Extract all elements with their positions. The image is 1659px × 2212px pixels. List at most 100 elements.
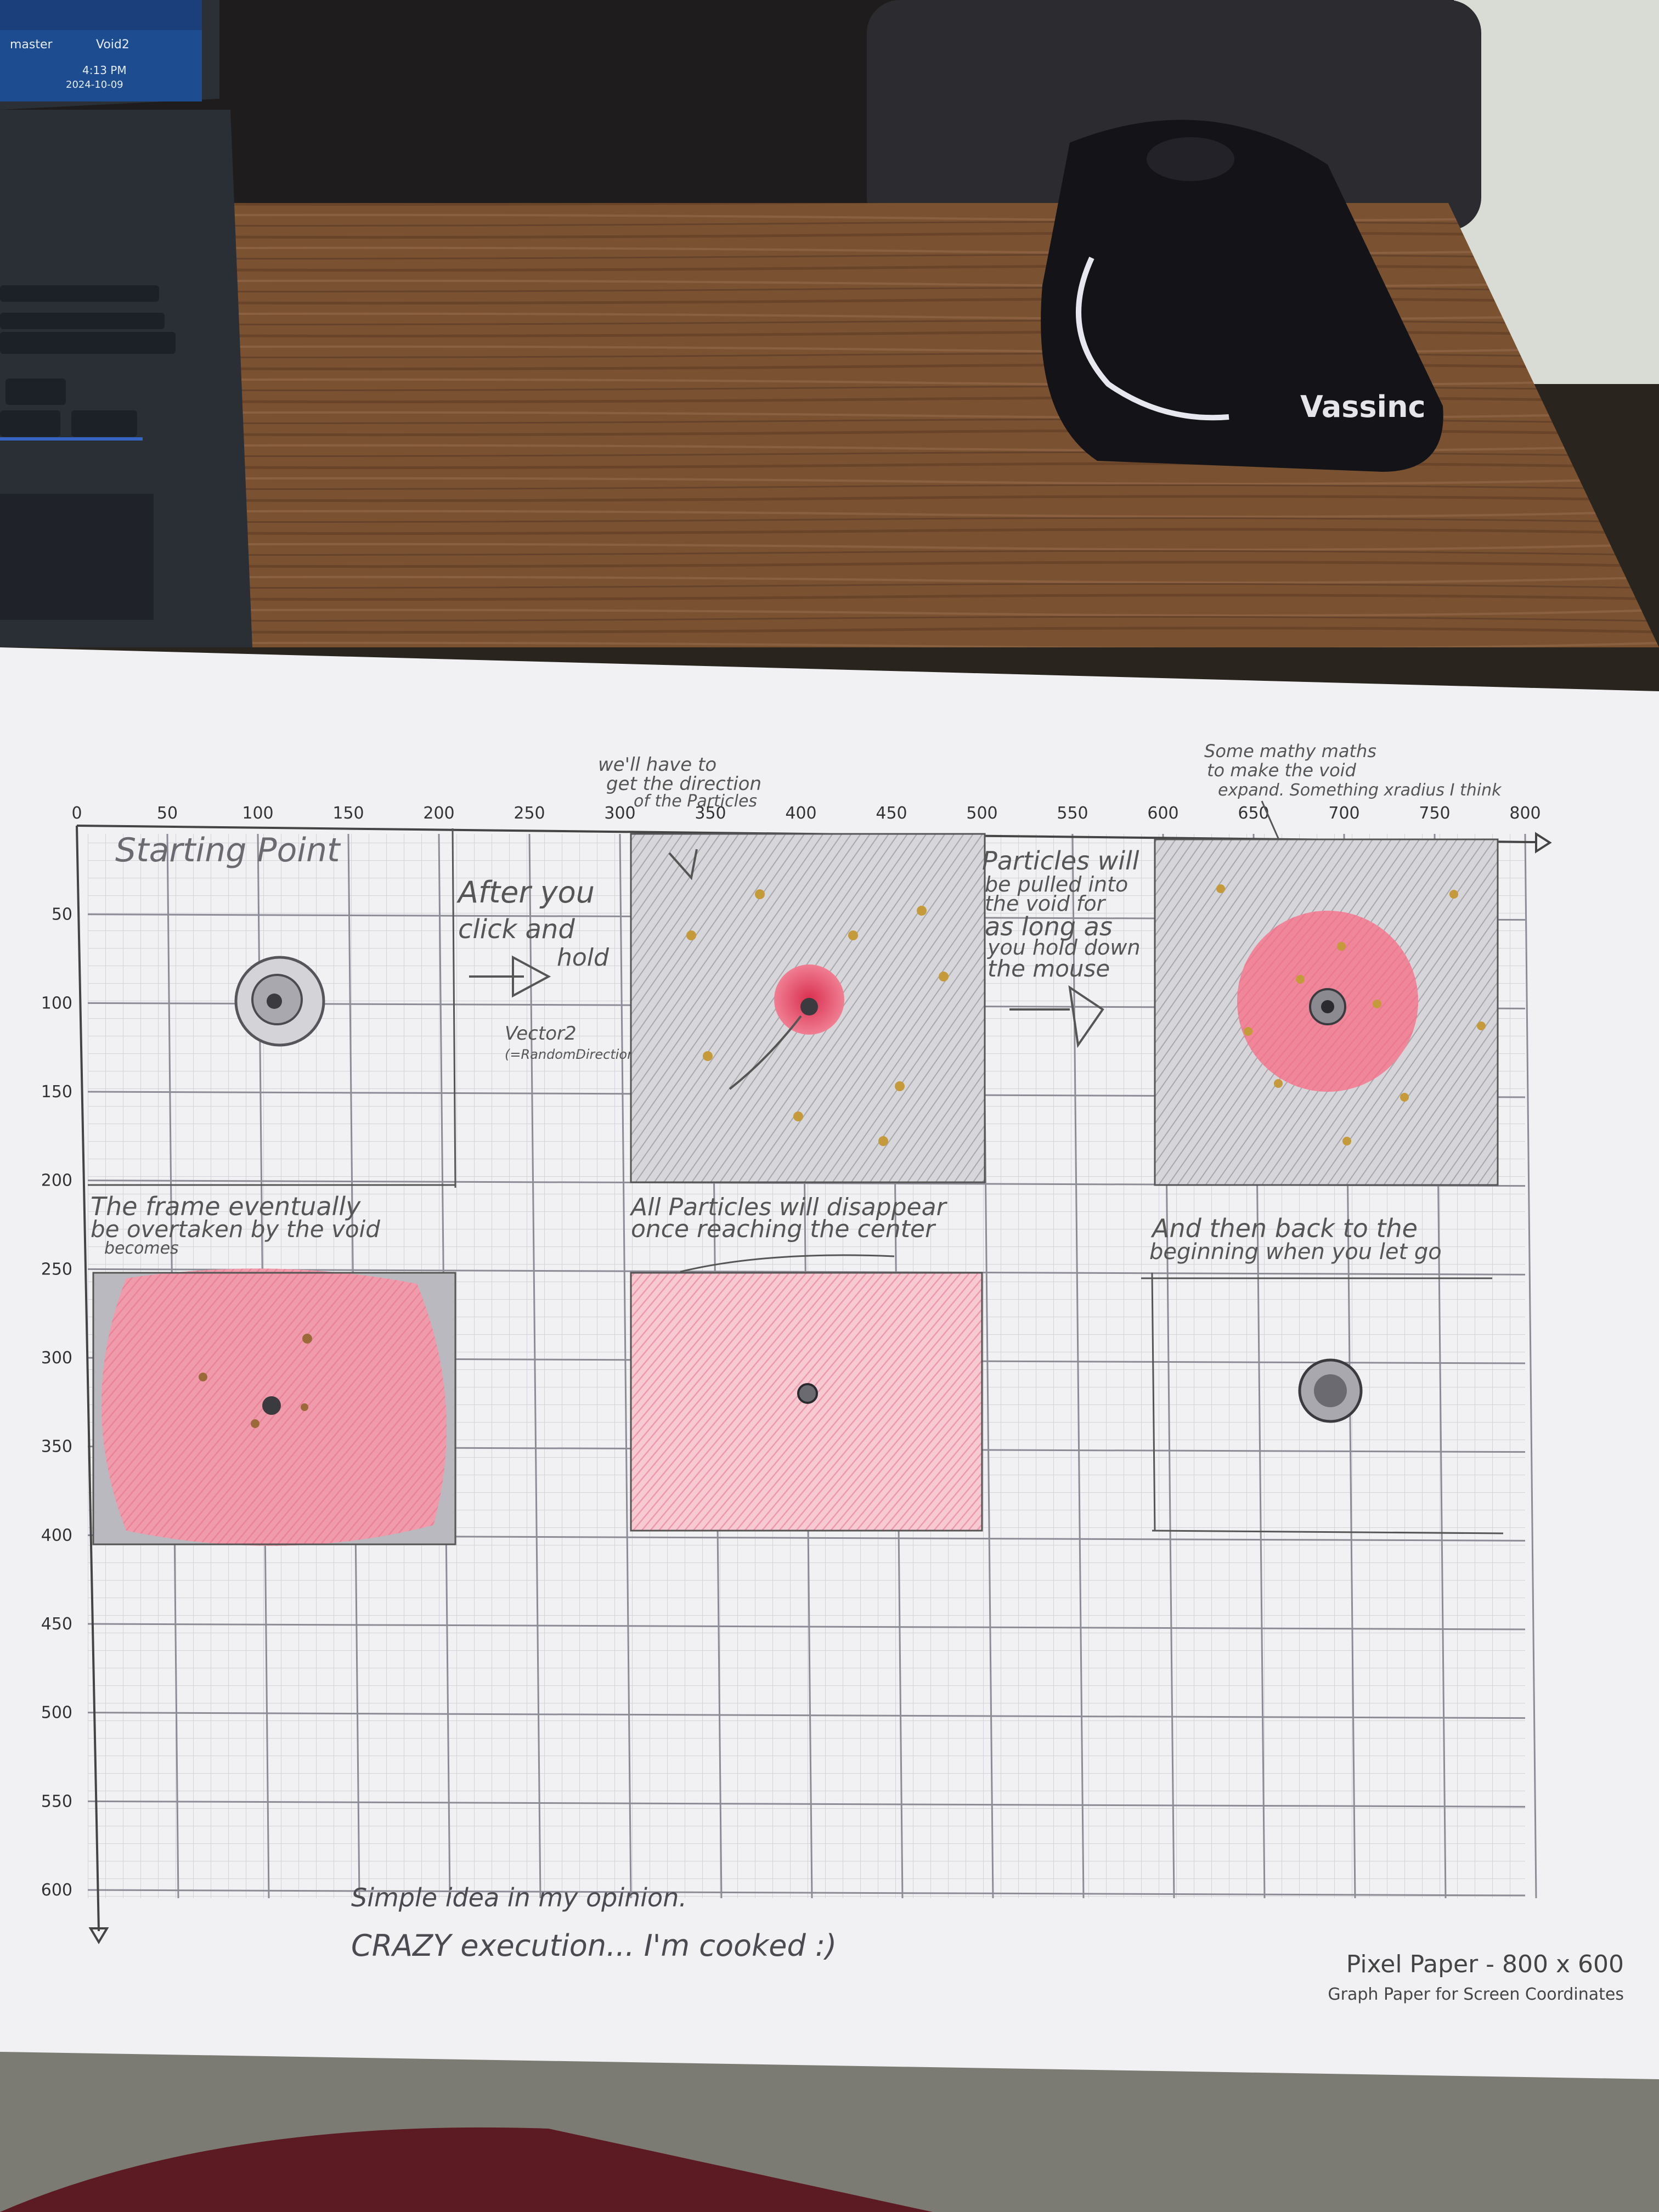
- arrow-right-key: [71, 410, 137, 437]
- svg-text:All Particles will disappear: All Particles will disappear: [629, 1193, 948, 1221]
- x-tick-label: 50: [157, 804, 178, 823]
- y-tick-label: 500: [41, 1703, 72, 1723]
- particle-dot: [1477, 1022, 1486, 1030]
- svg-text:be overtaken by the void: be overtaken by the void: [91, 1216, 380, 1243]
- particle-dot: [1296, 975, 1305, 984]
- clock-time: 4:13 PM: [82, 64, 127, 77]
- y-tick-label: 100: [41, 994, 72, 1013]
- svg-text:we'll have to: we'll have to: [598, 754, 716, 776]
- mouse-light-strip: [1076, 256, 1229, 421]
- footer-subtitle: Graph Paper for Screen Coordinates: [1328, 1985, 1624, 2004]
- grid-line: [1071, 833, 1085, 1899]
- grid-line: [87, 1889, 1526, 1897]
- particle-dot: [917, 906, 927, 916]
- svg-text:as long as: as long as: [985, 912, 1113, 941]
- panel-particles-pulled: [630, 833, 986, 1183]
- y-tick-label: 200: [41, 1171, 72, 1190]
- x-tick-label: 800: [1509, 804, 1541, 823]
- x-tick-label: 150: [332, 804, 364, 823]
- x-tick-label: 750: [1419, 804, 1450, 823]
- svg-text:And then back to the: And then back to the: [1150, 1214, 1418, 1243]
- arrow-right-icon: [1009, 985, 1104, 1048]
- note-back-to-beginning: And then back to the beginning when you …: [1141, 1214, 1492, 1279]
- y-tick-label: 150: [41, 1082, 72, 1102]
- note-after-click: After you click and hold Vector2 (=Rando…: [456, 875, 635, 1062]
- x-tick-label: 600: [1147, 804, 1178, 823]
- svg-text:get the direction: get the direction: [606, 773, 761, 795]
- svg-text:of the Particles: of the Particles: [634, 792, 757, 811]
- project-label[interactable]: Void2: [96, 38, 129, 52]
- x-tick-label: 250: [514, 804, 545, 823]
- svg-text:once reaching the center: once reaching the center: [631, 1215, 936, 1243]
- panel-void-expanding: [1154, 838, 1499, 1186]
- major-grid-lines: [87, 833, 1537, 1899]
- particle-dot: [878, 1136, 888, 1146]
- particle-dot: [1244, 1027, 1252, 1036]
- y-tick-label: 400: [41, 1526, 72, 1545]
- particles: [686, 889, 949, 1146]
- note-direction: we'll have to get the direction of the P…: [598, 754, 761, 811]
- y-tick-label: 600: [41, 1881, 72, 1900]
- panel-starting-point: Starting Point: [88, 828, 456, 1188]
- x-axis-tick-labels: 0 50 100 150 200 250 300 350 400 450 500 550 600 650 7…: [71, 804, 1541, 823]
- particles: [1216, 884, 1486, 1146]
- x-tick-label: 500: [966, 804, 997, 823]
- particle-dot: [1337, 942, 1346, 951]
- svg-text:expand. Something xradius I th: expand. Something xradius I think: [1218, 781, 1502, 800]
- x-tick-label: 450: [876, 804, 907, 823]
- y-tick-label: 450: [41, 1615, 72, 1634]
- x-axis-arrow: [1535, 832, 1552, 854]
- void-circle: [797, 1383, 818, 1404]
- x-tick-label: 400: [785, 804, 816, 823]
- svg-text:Some mathy maths: Some mathy maths: [1204, 741, 1376, 761]
- svg-text:Vector2: Vector2: [505, 1023, 577, 1045]
- y-tick-label: 350: [41, 1437, 72, 1457]
- svg-text:to make the void: to make the void: [1207, 760, 1357, 781]
- grid-line: [87, 1268, 1526, 1276]
- particle-dot: [1373, 1000, 1381, 1008]
- panel-frame-overtaken: [92, 1268, 456, 1546]
- note-disappear: All Particles will disappear once reachi…: [629, 1193, 948, 1273]
- arrow-down-key: [0, 410, 60, 437]
- keyboard-key-row: [0, 313, 165, 329]
- particle-dot: [755, 889, 765, 899]
- particle-dot: [793, 1111, 803, 1121]
- laptop-logo-plate: [0, 494, 154, 620]
- vertical-mouse: Vassinc: [1041, 120, 1443, 472]
- footer-title: Pixel Paper - 800 x 600: [1346, 1950, 1624, 1978]
- note-starting-point: Starting Point: [115, 831, 341, 870]
- branch-label[interactable]: master: [10, 38, 53, 52]
- y-tick-label: 250: [41, 1260, 72, 1279]
- mouse-brand: Vassinc: [1300, 390, 1426, 424]
- note-frame-overtaken: The frame eventually be overtaken by the…: [91, 1192, 380, 1258]
- x-tick-label: 700: [1328, 804, 1359, 823]
- x-tick-label: 100: [242, 804, 273, 823]
- svg-text:you hold down: you hold down: [987, 935, 1141, 960]
- particle-dot: [895, 1081, 905, 1091]
- x-tick-label: 300: [604, 804, 635, 823]
- x-tick-label: 550: [1057, 804, 1088, 823]
- arrow-up-key: [5, 379, 66, 405]
- svg-text:After you: After you: [456, 875, 595, 910]
- arrow-right-icon: [469, 955, 551, 998]
- svg-text:(=RandomDirection: (=RandomDirection: [505, 1047, 635, 1062]
- particle-dot: [848, 930, 858, 940]
- particle-dot: [703, 1051, 713, 1061]
- y-axis-tick-labels: 50 100 150 200 250 300 350 400 450 500 550 600: [41, 905, 72, 1900]
- y-tick-label: 50: [52, 905, 72, 924]
- svg-text:be pulled into: be pulled into: [985, 872, 1128, 896]
- clock-date: 2024-10-09: [66, 79, 123, 91]
- note-simple-idea: Simple idea in my opinion.: [351, 1883, 687, 1912]
- mouse-wheel: [1147, 137, 1234, 181]
- particle-dot: [1400, 1093, 1409, 1102]
- keyboard-key-row: [0, 285, 159, 302]
- panel-particles-disappear: [630, 1272, 983, 1532]
- particle-dot: [939, 972, 949, 981]
- laptop: master Void2 4:13 PM 2024-10-09: [0, 0, 252, 647]
- svg-text:the mouse: the mouse: [988, 955, 1110, 982]
- grid-line: [87, 1800, 1526, 1808]
- sweater-sleeve: [0, 2127, 933, 2212]
- x-tick-label: 0: [71, 804, 82, 823]
- svg-text:click and: click and: [458, 914, 575, 945]
